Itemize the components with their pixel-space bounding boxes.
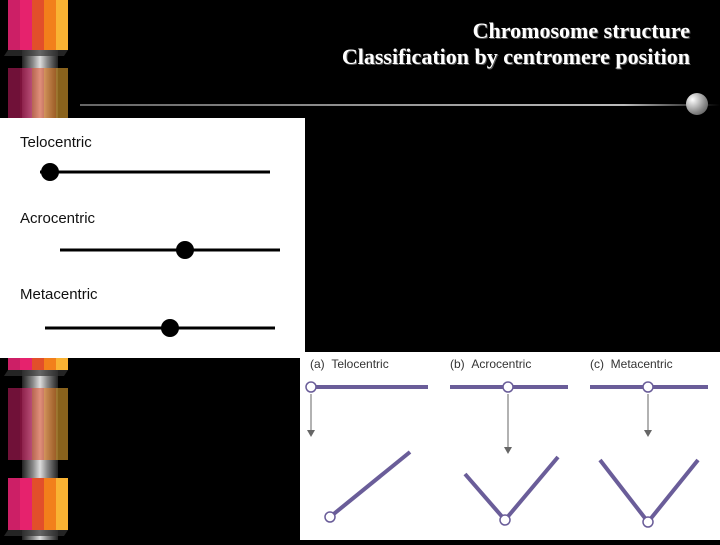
divider-ball bbox=[686, 93, 708, 115]
top-diagram-label: Acrocentric bbox=[20, 210, 95, 227]
top-diagram-panel: Telocentric Acrocentric Metacentric bbox=[0, 118, 305, 358]
bottom-diagram-label: (c) Metacentric bbox=[590, 357, 673, 371]
bottom-diagram-label: (b) Acrocentric bbox=[450, 357, 531, 371]
title-line-1: Chromosome structure bbox=[342, 18, 690, 44]
bottom-diagram-label: (a) Telocentric bbox=[310, 357, 389, 371]
top-diagram-label: Metacentric bbox=[20, 286, 98, 303]
top-diagram-label: Telocentric bbox=[20, 134, 92, 151]
divider-line bbox=[80, 104, 720, 106]
bottom-diagram-panel: (a) Telocentric (b) Acrocentric (c) Metace… bbox=[300, 352, 720, 540]
title-line-2: Classification by centromere position bbox=[342, 44, 690, 70]
slide-title: Chromosome structure Classification by c… bbox=[342, 18, 690, 70]
